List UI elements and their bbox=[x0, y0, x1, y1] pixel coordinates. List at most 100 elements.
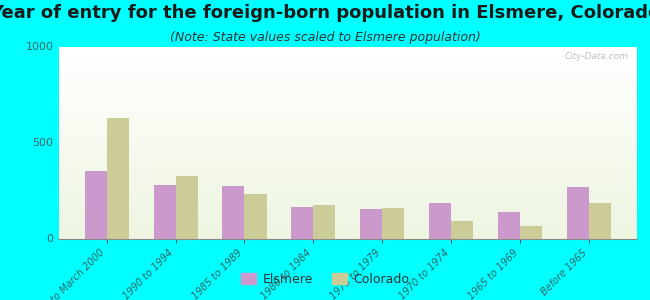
Bar bbox=[58, 136, 637, 137]
Bar bbox=[58, 126, 637, 127]
Bar bbox=[58, 207, 637, 208]
Bar bbox=[58, 181, 637, 182]
Bar bbox=[58, 191, 637, 192]
Bar bbox=[58, 113, 637, 114]
Bar bbox=[58, 164, 637, 165]
Bar bbox=[451, 221, 473, 238]
Bar bbox=[58, 187, 637, 188]
Bar bbox=[58, 197, 637, 198]
Bar bbox=[58, 180, 637, 181]
Bar bbox=[58, 152, 637, 153]
Bar bbox=[58, 60, 637, 61]
Bar bbox=[58, 188, 637, 189]
Bar bbox=[58, 195, 637, 196]
Bar bbox=[58, 56, 637, 57]
Bar bbox=[58, 110, 637, 111]
Bar bbox=[58, 153, 637, 154]
Bar bbox=[153, 185, 176, 239]
Bar bbox=[58, 203, 637, 204]
Text: Year of entry for the foreign-born population in Elsmere, Colorado: Year of entry for the foreign-born popul… bbox=[0, 4, 650, 22]
Bar bbox=[58, 210, 637, 211]
Bar bbox=[58, 167, 637, 168]
Bar bbox=[58, 155, 637, 156]
Bar bbox=[58, 137, 637, 138]
Bar bbox=[58, 55, 637, 56]
Bar bbox=[58, 228, 637, 229]
Text: (Note: State values scaled to Elsmere population): (Note: State values scaled to Elsmere po… bbox=[170, 32, 480, 44]
Bar bbox=[58, 144, 637, 145]
Bar bbox=[58, 120, 637, 122]
Bar bbox=[58, 209, 637, 210]
Bar bbox=[58, 177, 637, 178]
Bar bbox=[58, 61, 637, 62]
Bar bbox=[58, 236, 637, 237]
Bar bbox=[58, 166, 637, 167]
Bar bbox=[58, 218, 637, 219]
Bar bbox=[58, 183, 637, 184]
Bar bbox=[58, 114, 637, 115]
Bar bbox=[58, 116, 637, 117]
Bar bbox=[58, 131, 637, 132]
Bar bbox=[58, 215, 637, 216]
Bar bbox=[58, 158, 637, 159]
Bar bbox=[520, 226, 542, 239]
Bar bbox=[58, 109, 637, 110]
Bar bbox=[58, 96, 637, 98]
Bar bbox=[58, 141, 637, 142]
Bar bbox=[58, 169, 637, 170]
Bar bbox=[58, 168, 637, 169]
Bar bbox=[58, 53, 637, 54]
Bar bbox=[58, 128, 637, 129]
Bar bbox=[58, 233, 637, 234]
Bar bbox=[58, 89, 637, 90]
Bar bbox=[58, 208, 637, 209]
Bar bbox=[58, 171, 637, 172]
Bar bbox=[58, 50, 637, 51]
Bar bbox=[244, 194, 266, 238]
Bar bbox=[58, 84, 637, 85]
Bar bbox=[58, 201, 637, 202]
Bar bbox=[58, 77, 637, 78]
Bar bbox=[58, 142, 637, 143]
Bar bbox=[58, 86, 637, 87]
Bar bbox=[58, 227, 637, 228]
Bar bbox=[58, 74, 637, 75]
Bar bbox=[58, 189, 637, 190]
Bar bbox=[58, 102, 637, 103]
Bar bbox=[58, 140, 637, 141]
Bar bbox=[58, 98, 637, 99]
Bar bbox=[58, 206, 637, 207]
Bar bbox=[58, 163, 637, 164]
Bar bbox=[58, 205, 637, 206]
Bar bbox=[58, 190, 637, 191]
Bar bbox=[58, 175, 637, 176]
Bar bbox=[58, 220, 637, 221]
Bar bbox=[58, 182, 637, 183]
Bar bbox=[58, 101, 637, 102]
Bar bbox=[58, 156, 637, 157]
Bar bbox=[58, 47, 637, 48]
Bar bbox=[58, 62, 637, 63]
Bar bbox=[58, 234, 637, 235]
Bar bbox=[58, 129, 637, 130]
Bar bbox=[58, 186, 637, 187]
Bar bbox=[58, 127, 637, 128]
Bar bbox=[58, 222, 637, 223]
Bar bbox=[58, 214, 637, 215]
Bar bbox=[58, 81, 637, 82]
Bar bbox=[58, 108, 637, 109]
Bar bbox=[58, 149, 637, 150]
Bar bbox=[58, 71, 637, 72]
Bar bbox=[58, 184, 637, 185]
Bar bbox=[58, 92, 637, 93]
Bar bbox=[58, 202, 637, 203]
Bar bbox=[58, 231, 637, 232]
Bar bbox=[58, 68, 637, 69]
Bar bbox=[58, 176, 637, 177]
Bar bbox=[58, 54, 637, 55]
Bar bbox=[58, 119, 637, 120]
Bar bbox=[58, 125, 637, 126]
Bar bbox=[291, 207, 313, 239]
Bar bbox=[58, 174, 637, 175]
Bar bbox=[498, 212, 520, 239]
